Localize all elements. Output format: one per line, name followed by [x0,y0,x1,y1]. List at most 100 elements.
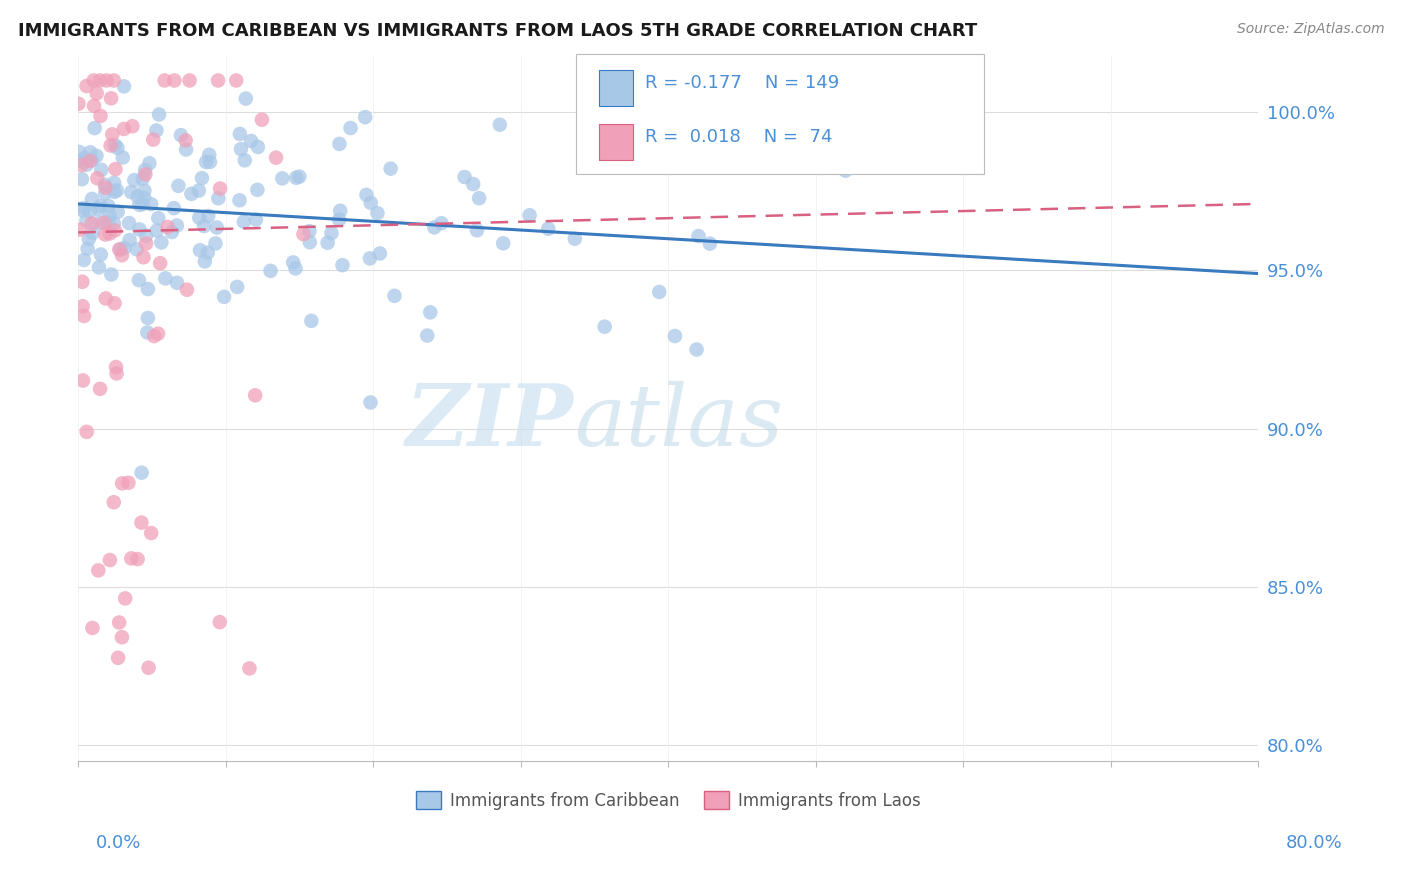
Point [131,171,153,186]
Point [87,563,110,577]
Point [127,189,149,203]
Point [153,73,176,87]
Point [298,224,321,238]
Point [124,173,146,187]
Point [187,184,209,198]
Point [138,156,160,170]
Point [356,187,378,202]
Point [73,201,96,215]
Point [366,206,388,220]
Point [87,260,110,275]
Point [146,326,169,341]
Point [229,127,252,141]
Point [167,178,190,193]
Point [134,167,156,181]
Point [245,212,267,227]
Point [72,275,94,289]
Point [537,221,560,235]
Point [423,220,446,235]
Point [118,233,141,247]
Point [80,153,103,168]
Point [79,153,101,168]
Point [120,185,142,199]
Point [86,171,108,186]
Point [89,382,111,396]
Point [339,121,361,136]
Point [103,296,125,310]
Point [76,242,98,256]
Point [246,183,269,197]
Point [380,161,402,176]
Point [100,91,122,105]
Point [145,123,167,137]
Point [67,96,90,111]
Point [197,209,219,223]
Point [160,225,183,239]
Point [128,273,150,287]
Point [86,87,108,101]
Point [112,241,135,255]
Point [90,247,112,261]
Text: R = -0.177    N = 149: R = -0.177 N = 149 [645,74,839,92]
Point [104,359,127,374]
Point [332,258,354,272]
Point [191,171,214,186]
Point [240,134,263,148]
Point [70,158,93,172]
Point [360,195,382,210]
Point [107,205,129,219]
Point [76,78,98,93]
Point [207,191,229,205]
Point [148,211,170,226]
Point [430,216,453,230]
Point [93,216,115,230]
Point [146,223,169,237]
Point [89,109,111,123]
Text: ZIP: ZIP [406,381,574,464]
Point [97,214,120,228]
Point [233,153,256,168]
Point [299,314,322,328]
Point [180,186,202,201]
Point [77,232,100,246]
Point [329,203,352,218]
Point [166,276,188,290]
Point [138,661,160,675]
Point [664,329,686,343]
Text: 0.0%: 0.0% [96,834,141,852]
Point [235,91,257,105]
Point [685,343,707,357]
Point [238,661,260,675]
Point [134,163,156,178]
Point [197,245,219,260]
Point [83,73,105,87]
Point [101,128,124,142]
Point [488,118,510,132]
Point [82,226,104,240]
Point [72,299,94,313]
Point [228,194,250,208]
Point [188,211,211,225]
Point [250,112,273,127]
Point [111,630,134,644]
Point [73,309,96,323]
Text: IMMIGRANTS FROM CARIBBEAN VS IMMIGRANTS FROM LAOS 5TH GRADE CORRELATION CHART: IMMIGRANTS FROM CARIBBEAN VS IMMIGRANTS … [18,22,977,40]
Point [134,184,156,198]
Point [111,151,134,165]
Point [107,141,129,155]
Point [80,217,103,231]
Point [285,170,308,185]
Text: 80.0%: 80.0% [1286,834,1343,852]
Point [212,290,235,304]
Legend: Immigrants from Caribbean, Immigrants from Laos: Immigrants from Caribbean, Immigrants fr… [409,785,927,816]
Point [79,145,101,160]
Point [76,425,98,439]
Point [76,158,98,172]
Point [69,222,91,236]
Point [90,199,112,213]
Point [648,285,671,299]
Point [97,199,120,213]
Point [67,145,90,159]
Point [104,138,127,153]
Point [141,526,163,541]
